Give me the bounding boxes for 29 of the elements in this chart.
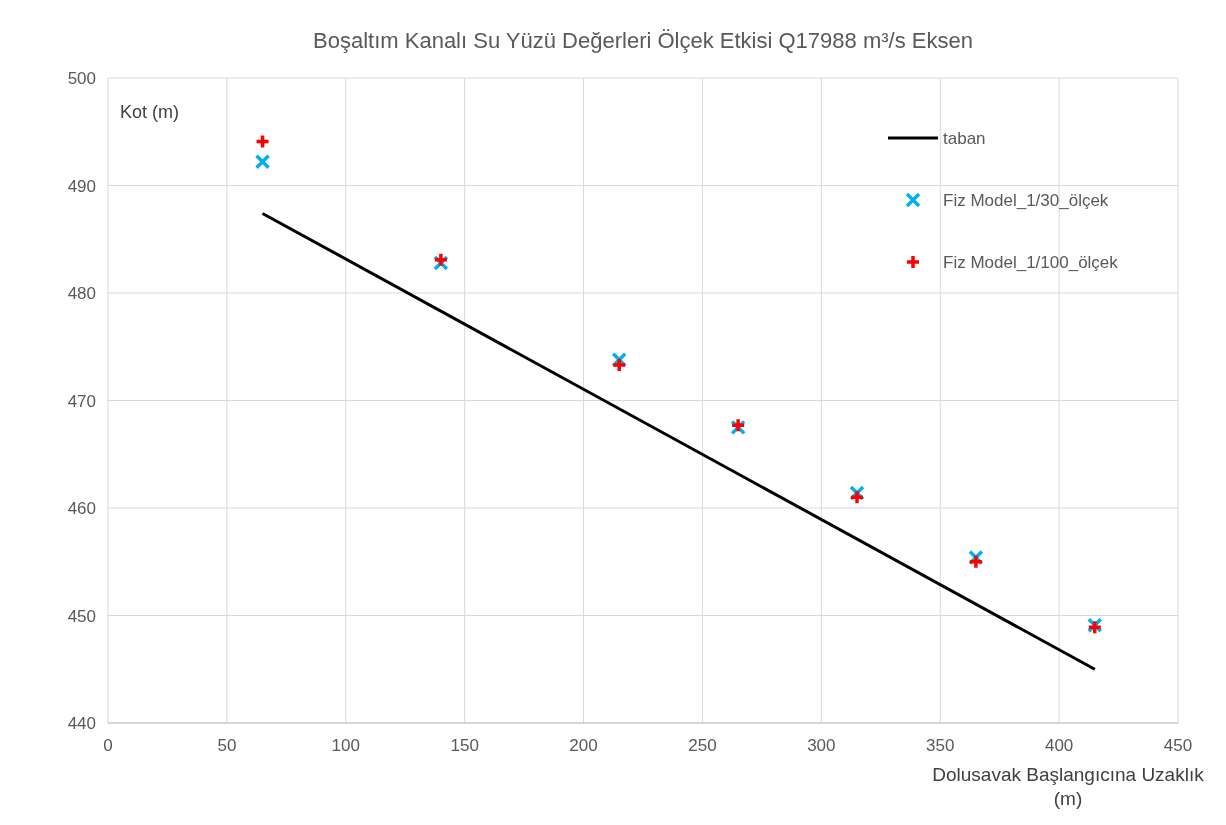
point: [968, 554, 984, 570]
y-tick-label: 460: [67, 499, 96, 518]
x-tick-label: 200: [569, 736, 598, 755]
x-axis-title: Dolusavak Başlangıcına Uzaklık (m): [932, 764, 1205, 809]
point: [433, 251, 449, 268]
point: [611, 357, 627, 373]
x-tick-label: 300: [807, 736, 836, 755]
x-tick-label: 250: [688, 736, 717, 755]
y-tick-label: 490: [67, 176, 96, 196]
y-axis-title: Kot (m): [120, 102, 180, 122]
legend-label: Fiz Model_1/30_ölçek: [943, 191, 1109, 210]
y-tick-label: 470: [67, 391, 96, 411]
legend-label: Fiz Model_1/100_ölçek: [943, 253, 1119, 272]
chart-title: Boşaltım Kanalı Su Yüzü Değerleri Ölçek Etkisi Q17988 m³/s Eksen: [313, 28, 973, 53]
x-tick-label: 0: [103, 736, 113, 755]
x-tick-label: 50: [217, 736, 237, 755]
y-tick-label: 500: [67, 69, 96, 88]
x-tick-label: 450: [1163, 736, 1193, 755]
x-tick-label: 100: [331, 736, 360, 755]
point: [254, 154, 271, 170]
point: [254, 133, 271, 150]
y-tick-label: 440: [67, 714, 96, 733]
point: [849, 489, 865, 505]
y-tick-label: 480: [67, 284, 96, 303]
x-tick-label: 350: [926, 736, 955, 755]
x-tick-label: 400: [1044, 736, 1074, 755]
legend-label: taban: [943, 129, 986, 148]
x-tick-label: 150: [450, 736, 479, 755]
y-tick-label: 450: [67, 606, 96, 626]
